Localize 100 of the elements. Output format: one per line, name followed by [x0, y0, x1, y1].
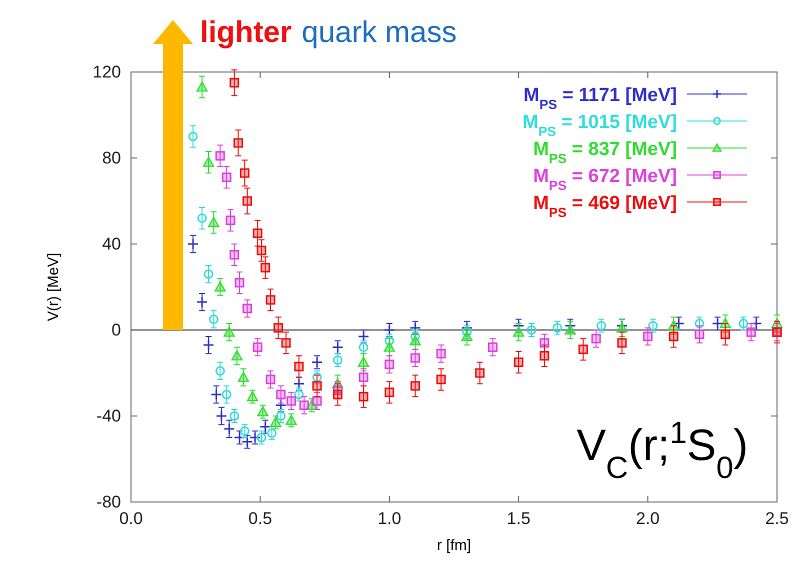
- point: [275, 400, 287, 411]
- point: [358, 392, 368, 402]
- point: [358, 342, 368, 352]
- point: [208, 314, 218, 324]
- point: [384, 388, 394, 398]
- point: [252, 342, 262, 352]
- point: [312, 396, 322, 406]
- point: [694, 318, 704, 328]
- point: [266, 295, 276, 305]
- point: [224, 326, 235, 337]
- point: [436, 374, 446, 384]
- point: [246, 391, 258, 402]
- point: [267, 428, 277, 438]
- point: [578, 344, 588, 354]
- point: [202, 339, 214, 351]
- point: [720, 330, 730, 340]
- point: [461, 330, 473, 342]
- x-tick-label: 2.0: [636, 509, 660, 528]
- y-tick-label: -40: [96, 406, 121, 426]
- point: [286, 396, 296, 406]
- point: [281, 338, 291, 348]
- x-tick-label: 2.5: [765, 509, 789, 528]
- point: [617, 338, 627, 348]
- point: [233, 138, 243, 148]
- point: [332, 390, 342, 400]
- point: [222, 172, 232, 182]
- point: [332, 355, 342, 365]
- point: [384, 360, 394, 370]
- point: [252, 228, 262, 238]
- point: [234, 278, 244, 288]
- point: [260, 421, 272, 432]
- point: [513, 326, 524, 337]
- point: [230, 411, 240, 421]
- point: [384, 336, 394, 346]
- x-axis-title: r [fm]: [436, 537, 472, 554]
- text: lighter: [200, 16, 292, 49]
- point: [462, 327, 472, 337]
- legend-label: M$_{PS}$ = 837 [MeV]: [533, 139, 677, 166]
- point: [299, 400, 309, 410]
- point: [230, 78, 240, 88]
- legend-label: M$_{PS}$ = 1171 [MeV]: [524, 85, 677, 112]
- point: [257, 406, 268, 416]
- point: [188, 132, 198, 142]
- point: [242, 304, 252, 314]
- point: [240, 168, 250, 178]
- point: [512, 320, 524, 332]
- point: [564, 320, 576, 332]
- point: [266, 374, 276, 384]
- x-tick-label: 0.0: [119, 509, 143, 528]
- point: [197, 213, 207, 223]
- point: [616, 322, 628, 332]
- point: [384, 342, 395, 352]
- point: [540, 351, 550, 361]
- point: [214, 281, 226, 292]
- x-tick-label: 1.0: [378, 509, 402, 528]
- point: [276, 390, 286, 400]
- point: [514, 358, 524, 367]
- point: [274, 323, 284, 333]
- point: [358, 372, 368, 382]
- point: [215, 151, 225, 161]
- point: [488, 342, 498, 352]
- point: [694, 330, 704, 340]
- point: [643, 332, 653, 342]
- point: [332, 341, 344, 353]
- point: [673, 318, 685, 330]
- point: [312, 381, 322, 391]
- point: [591, 334, 601, 344]
- point: [202, 156, 214, 167]
- point: [410, 381, 420, 391]
- text: quark mass: [302, 16, 457, 49]
- point: [286, 414, 297, 425]
- point: [293, 378, 305, 390]
- y-tick-label: -80: [96, 492, 121, 512]
- point: [410, 335, 421, 346]
- point: [256, 246, 266, 256]
- point: [231, 350, 243, 360]
- point: [436, 348, 446, 358]
- point: [596, 320, 606, 330]
- point: [210, 388, 222, 400]
- point: [564, 324, 576, 335]
- point: [276, 411, 286, 421]
- point: [668, 332, 678, 342]
- point: [238, 372, 250, 382]
- legend-label: M$_{PS}$ = 1015 [MeV]: [522, 112, 677, 138]
- point: [648, 320, 658, 330]
- point: [712, 318, 724, 330]
- y-axis-title: V(r) [MeV]: [45, 252, 62, 322]
- y-tick-label: 0: [112, 320, 121, 340]
- point: [552, 323, 562, 333]
- point: [475, 368, 485, 378]
- point: [204, 269, 214, 279]
- y-tick-label: 120: [92, 62, 121, 82]
- x-tick-label: 0.5: [248, 509, 272, 528]
- point: [312, 372, 322, 382]
- point: [738, 318, 748, 328]
- point: [215, 366, 225, 376]
- point: [384, 324, 396, 336]
- point: [208, 216, 220, 228]
- point: [223, 423, 235, 435]
- point: [294, 362, 304, 372]
